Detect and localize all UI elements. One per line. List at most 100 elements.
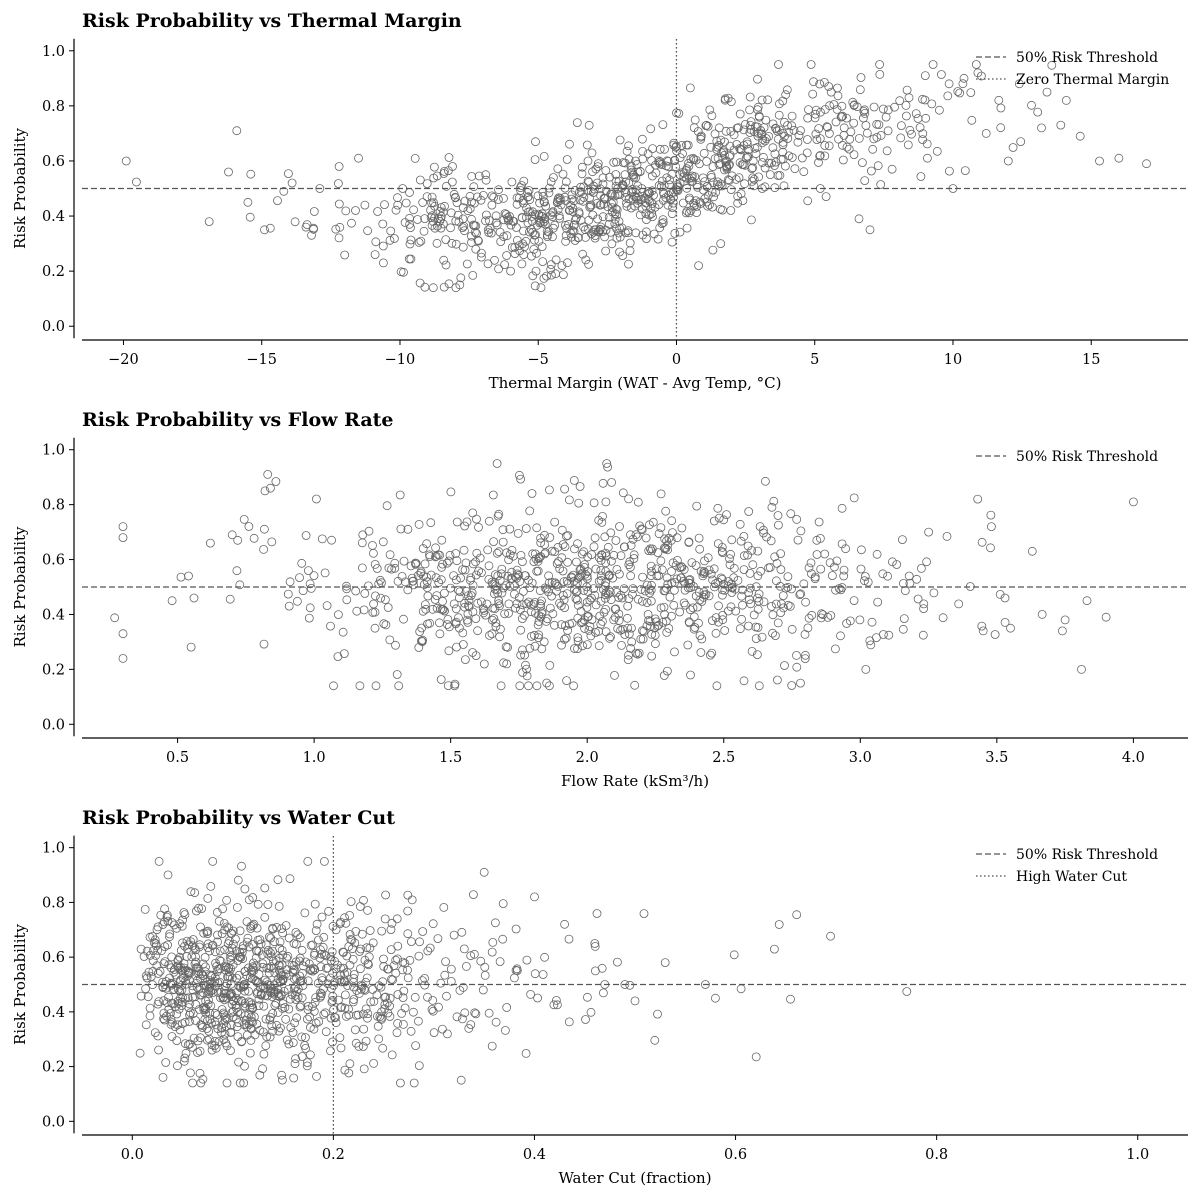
- data-point: [426, 518, 436, 528]
- data-point: [767, 158, 776, 168]
- data-point: [725, 554, 734, 563]
- data-point: [336, 917, 346, 927]
- data-point: [564, 206, 574, 215]
- data-point: [1056, 120, 1066, 130]
- data-point: [837, 503, 847, 513]
- data-point: [696, 134, 706, 144]
- data-point: [820, 549, 830, 559]
- data-point: [419, 226, 429, 236]
- data-point: [507, 567, 517, 577]
- data-point: [436, 675, 446, 684]
- data-point: [733, 198, 743, 208]
- data-point: [512, 199, 522, 209]
- data-point: [876, 130, 886, 140]
- data-point: [398, 965, 408, 975]
- data-point: [164, 960, 174, 970]
- data-point: [354, 1042, 364, 1051]
- data-point: [321, 951, 331, 961]
- data-point: [237, 947, 247, 957]
- data-point: [623, 655, 633, 665]
- data-point: [605, 633, 614, 643]
- data-point: [360, 955, 370, 965]
- data-point: [638, 572, 647, 582]
- data-point: [344, 1004, 353, 1014]
- data-point: [315, 992, 325, 1002]
- data-point: [441, 957, 451, 966]
- data-point: [259, 1001, 269, 1011]
- data-point: [403, 906, 413, 916]
- data-point: [203, 943, 213, 953]
- data-point: [443, 681, 453, 690]
- data-point: [437, 1024, 447, 1034]
- data-point: [753, 546, 763, 556]
- data-point: [573, 573, 583, 583]
- data-point: [184, 1017, 194, 1026]
- data-point: [1037, 123, 1046, 133]
- data-point: [363, 581, 373, 591]
- data-point: [612, 565, 622, 574]
- data-point: [722, 164, 732, 174]
- data-point: [653, 548, 663, 557]
- data-point: [733, 123, 743, 132]
- data-point: [537, 596, 546, 606]
- data-point: [225, 952, 235, 962]
- data-point: [849, 118, 859, 128]
- data-point: [549, 173, 558, 182]
- data-point: [860, 576, 869, 586]
- data-point: [254, 970, 264, 979]
- data-point: [861, 665, 871, 674]
- data-point: [884, 630, 894, 640]
- data-point: [295, 573, 304, 582]
- data-point: [924, 527, 933, 537]
- data-point: [658, 215, 668, 225]
- data-point: [808, 89, 818, 99]
- data-point: [774, 60, 783, 69]
- data-point: [481, 610, 491, 620]
- data-point: [612, 157, 621, 167]
- data-point: [585, 622, 595, 631]
- data-point: [463, 591, 473, 600]
- data-point: [663, 666, 672, 676]
- data-point: [292, 596, 302, 606]
- data-point: [782, 85, 792, 95]
- data-point: [167, 1032, 177, 1041]
- data-point: [669, 187, 678, 197]
- data-point: [787, 624, 797, 634]
- data-point: [118, 629, 128, 639]
- data-point: [960, 166, 970, 176]
- data-point: [583, 574, 592, 584]
- data-point: [594, 515, 604, 525]
- data-point: [172, 1061, 182, 1071]
- data-point: [1114, 153, 1124, 163]
- data-point: [471, 614, 481, 623]
- data-point: [669, 600, 679, 610]
- data-point: [756, 566, 765, 576]
- data-point: [267, 992, 277, 1002]
- data-point: [429, 173, 439, 183]
- data-point: [744, 588, 753, 598]
- data-point: [382, 501, 392, 511]
- data-point: [834, 134, 843, 144]
- data-point: [552, 580, 561, 589]
- data-point: [756, 129, 766, 139]
- data-point: [323, 979, 333, 989]
- data-point: [445, 550, 455, 560]
- y-tick-label: 0.2: [42, 662, 65, 678]
- data-point: [601, 225, 611, 235]
- data-point: [441, 181, 451, 191]
- data-point: [633, 497, 643, 507]
- data-point: [973, 494, 983, 504]
- data-point: [561, 231, 571, 240]
- data-point: [693, 602, 702, 612]
- data-point: [780, 131, 789, 141]
- data-point: [533, 191, 543, 201]
- data-point: [270, 1000, 280, 1010]
- data-point: [328, 996, 338, 1005]
- data-point: [311, 993, 321, 1002]
- data-point: [759, 152, 768, 162]
- data-point: [423, 992, 432, 1002]
- data-point: [879, 630, 888, 639]
- data-point: [240, 999, 250, 1008]
- data-point: [651, 168, 661, 178]
- data-point: [797, 153, 807, 163]
